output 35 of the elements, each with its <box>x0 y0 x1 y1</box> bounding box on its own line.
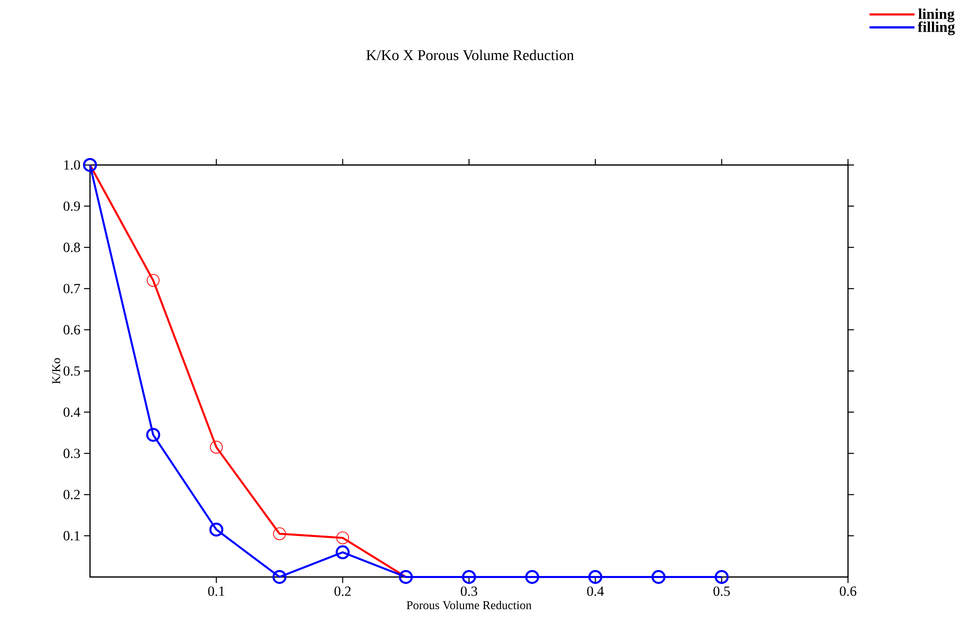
chart-title: K/Ko X Porous Volume Reduction <box>366 50 574 60</box>
x-tick-label: 0.2 <box>334 586 351 596</box>
legend-label: lining <box>918 8 954 22</box>
y-axis-title: K/Ko <box>52 358 60 384</box>
point <box>652 570 666 584</box>
point <box>588 570 602 584</box>
point <box>210 440 223 454</box>
y-tick-label: 1.0 <box>64 160 80 170</box>
x-tick-label: 0.3 <box>460 586 478 596</box>
legend-label: filling <box>918 21 955 36</box>
y-tick-label: 0.6 <box>64 325 80 335</box>
y-tick-label: 0.7 <box>64 284 80 294</box>
y-tick-label: 0.4 <box>64 407 80 417</box>
point <box>146 274 160 287</box>
point <box>714 570 729 584</box>
point <box>272 570 287 584</box>
point <box>273 527 286 540</box>
x-tick-label: 0.6 <box>840 586 856 596</box>
x-tick-label: 0.4 <box>587 586 604 596</box>
line-series <box>89 164 407 578</box>
point <box>336 545 350 560</box>
x-axis-title: Porous Volume Reduction <box>406 600 532 610</box>
y-tick-label: 0.9 <box>64 201 80 211</box>
point <box>525 570 540 584</box>
point <box>209 522 224 537</box>
x-tick-label: 0.5 <box>713 586 730 596</box>
y-tick-label: 0.2 <box>64 490 80 500</box>
y-tick-label: 0.5 <box>64 366 80 376</box>
x-tick-label: 0.1 <box>208 586 224 596</box>
y-tick-label: 0.1 <box>64 531 80 541</box>
y-tick-label: 0.8 <box>64 242 80 252</box>
y-tick-label: 0.3 <box>64 448 80 458</box>
point <box>146 428 160 442</box>
point <box>462 570 476 584</box>
point <box>336 531 350 544</box>
